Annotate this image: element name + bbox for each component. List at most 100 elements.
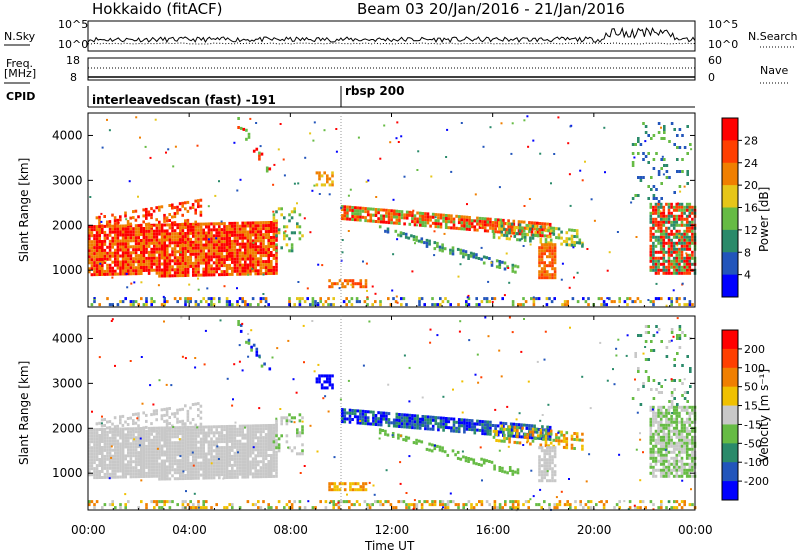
data-cell (652, 259, 655, 263)
data-cell (508, 228, 511, 232)
data-cell (227, 253, 230, 255)
data-cell (132, 460, 135, 464)
data-cell (95, 246, 99, 250)
data-cell (176, 432, 179, 436)
data-cell (421, 212, 425, 215)
data-cell (160, 262, 164, 266)
data-cell (111, 245, 114, 249)
data-cell (546, 273, 549, 277)
data-cell (540, 273, 544, 277)
data-cell (543, 467, 546, 471)
data-cell (202, 267, 205, 271)
data-cell (142, 236, 146, 239)
data-cell (153, 244, 156, 248)
data-cell (659, 247, 663, 251)
data-cell (166, 432, 169, 436)
data-cell (652, 262, 655, 266)
data-cell (413, 417, 417, 421)
data-cell (189, 473, 192, 477)
data-cell (267, 254, 270, 257)
data-cell (228, 266, 231, 270)
data-cell (444, 423, 448, 426)
data-cell (137, 227, 140, 231)
data-cell (475, 297, 478, 301)
data-cell (544, 444, 548, 448)
data-cell (257, 257, 260, 261)
data-cell (128, 180, 131, 183)
data-cell (197, 243, 200, 247)
data-cell (142, 245, 146, 248)
data-cell (127, 466, 130, 470)
data-cell (108, 269, 112, 273)
data-cell (433, 241, 437, 245)
data-cell (233, 442, 237, 446)
data-cell (270, 469, 273, 472)
data-cell (277, 148, 280, 151)
data-cell (158, 229, 161, 233)
data-cell (298, 419, 302, 423)
data-cell (233, 427, 237, 431)
data-cell (262, 442, 265, 446)
data-cell (166, 474, 169, 478)
data-cell (233, 439, 237, 443)
data-cell (163, 432, 166, 436)
data-cell (457, 275, 460, 278)
data-cell (101, 440, 104, 443)
data-cell (667, 202, 671, 206)
data-cell (233, 445, 237, 449)
data-cell (520, 429, 523, 433)
data-cell (665, 164, 669, 167)
data-cell (394, 300, 398, 304)
data-cell (192, 240, 195, 244)
data-cell (114, 454, 117, 458)
data-cell (158, 232, 161, 236)
data-cell (186, 452, 190, 456)
data-cell (520, 423, 523, 427)
data-cell (688, 241, 692, 245)
data-cell (184, 201, 187, 205)
data-cell (516, 429, 519, 433)
data-cell (124, 227, 127, 231)
data-cell (520, 237, 523, 240)
data-cell (189, 467, 192, 471)
data-cell (463, 224, 466, 228)
data-cell (652, 208, 655, 212)
data-cell (121, 448, 125, 452)
data-cell (396, 301, 399, 304)
data-cell (163, 444, 166, 448)
data-cell (171, 253, 174, 257)
data-cell (142, 266, 146, 269)
data-cell (649, 250, 653, 254)
data-cell (259, 224, 263, 228)
data-cell (202, 261, 205, 265)
data-cell (672, 235, 676, 239)
data-cell (516, 265, 520, 269)
data-cell (285, 419, 289, 423)
data-cell (543, 264, 546, 268)
data-cell (129, 245, 133, 249)
data-cell (140, 472, 143, 475)
data-cell (210, 243, 213, 247)
data-cell (659, 444, 663, 448)
data-cell (103, 239, 107, 243)
data-cell (688, 208, 692, 212)
data-cell (275, 253, 278, 257)
data-cell (262, 221, 265, 225)
data-cell (90, 434, 94, 438)
data-cell (246, 224, 250, 228)
data-cell (225, 273, 229, 276)
data-cell (215, 437, 218, 441)
data-cell (538, 264, 541, 268)
data-cell (425, 238, 429, 242)
data-cell (116, 224, 120, 228)
data-cell (449, 248, 452, 252)
data-cell (540, 267, 544, 271)
data-cell (649, 220, 653, 224)
data-cell (145, 259, 148, 263)
data-cell (340, 214, 344, 218)
data-cell (140, 433, 143, 436)
data-cell (678, 438, 681, 442)
data-cell (178, 223, 182, 227)
data-cell (132, 257, 135, 261)
data-cell (270, 445, 273, 448)
